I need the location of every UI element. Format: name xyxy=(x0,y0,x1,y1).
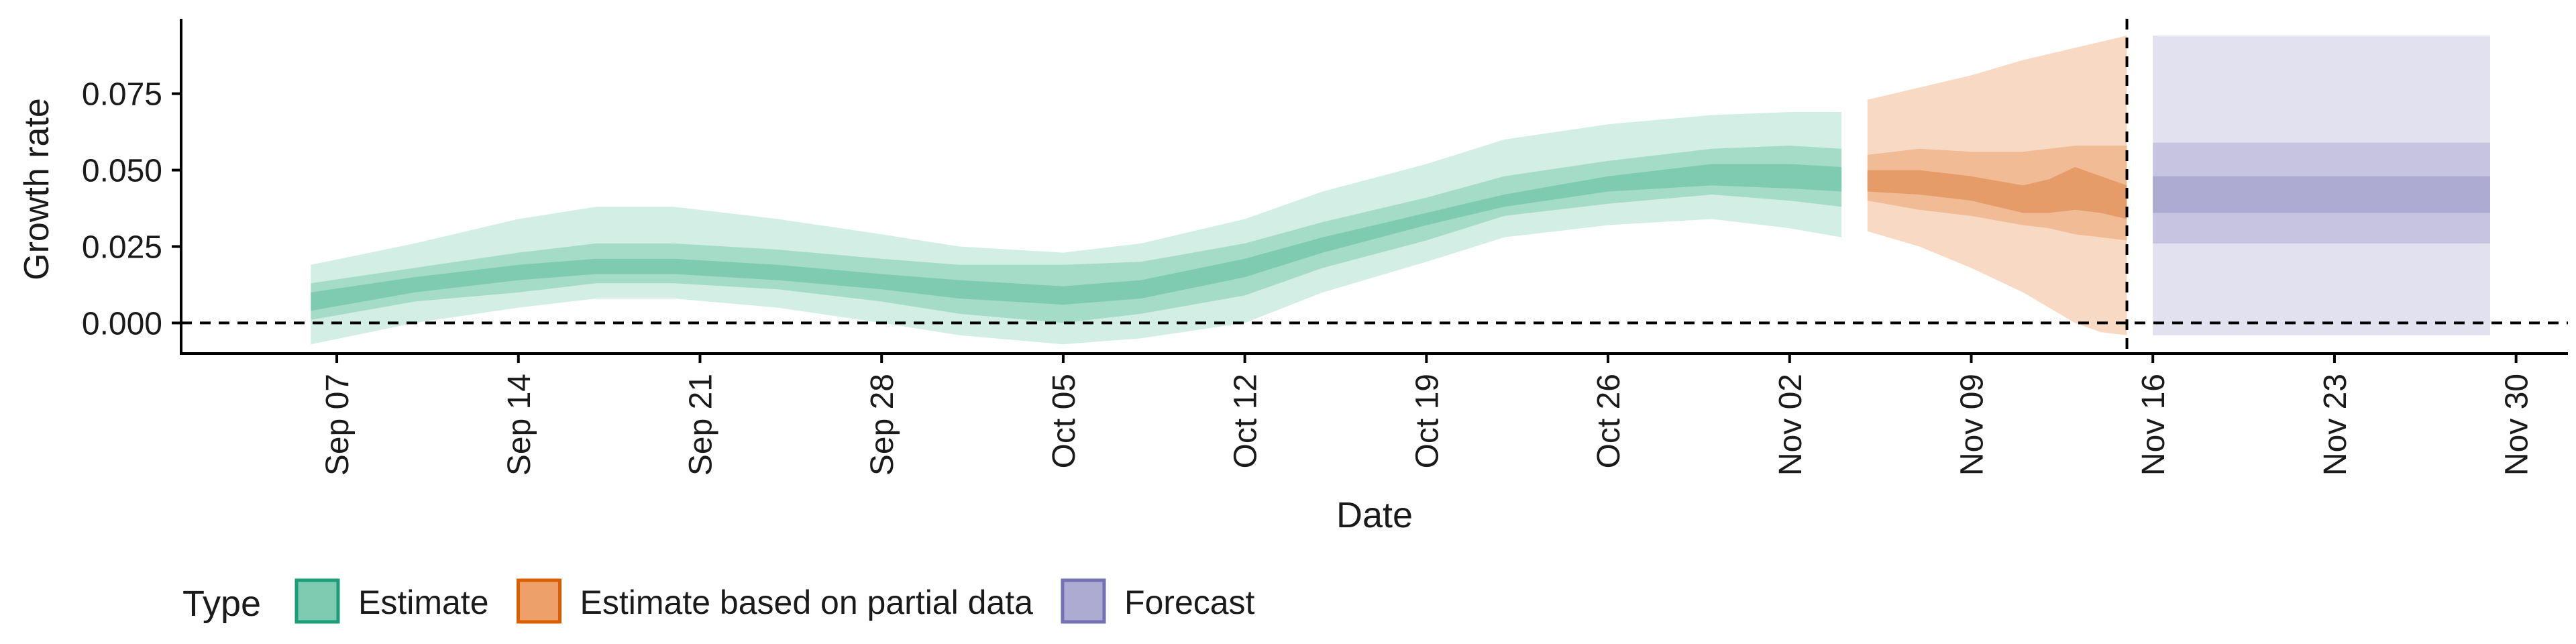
x-tick-label: Nov 09 xyxy=(1955,374,1990,476)
legend-title: Type xyxy=(182,584,261,624)
x-tick-label: Oct 26 xyxy=(1591,374,1627,468)
x-tick-label: Sep 14 xyxy=(502,374,537,476)
estimate-outer-band xyxy=(311,112,1842,345)
x-tick-label: Oct 19 xyxy=(1409,374,1445,468)
x-tick-label: Oct 12 xyxy=(1228,374,1264,468)
legend-label-forecast: Forecast xyxy=(1124,584,1255,621)
x-tick-label: Nov 23 xyxy=(2318,374,2353,476)
legend-label-estimate-based-on-partial-data: Estimate based on partial data xyxy=(580,584,1034,621)
reference-lines xyxy=(181,19,2568,354)
estimate-middle-band xyxy=(311,146,1842,323)
x-tick-label: Sep 21 xyxy=(684,374,719,476)
legend-swatch-estimate xyxy=(294,578,340,624)
estimate-inner-band xyxy=(311,164,1842,311)
y-ticks: 0.000 0.025 0.050 0.075 xyxy=(82,77,181,341)
legend-swatch-forecast xyxy=(1061,578,1106,624)
y-tick-label: 0.025 xyxy=(82,230,162,266)
legend: Type Estimate Estimate based on partial d… xyxy=(182,578,1255,624)
x-ticks: Sep 07 Sep 14 Sep 21 Sep 28 Oct 05 Oct 12 Oct … xyxy=(320,354,2535,476)
y-tick-label: 0.000 xyxy=(82,306,162,341)
x-tick-label: Nov 02 xyxy=(1773,374,1809,476)
forecast-inner-band xyxy=(2153,176,2490,213)
x-axis-title: Date xyxy=(1336,495,1413,535)
y-tick-label: 0.075 xyxy=(82,77,162,113)
legend-swatch-estimate-based-on-partial-data xyxy=(517,578,562,624)
ribbon-layer xyxy=(311,36,2490,345)
y-axis-title: Growth rate xyxy=(17,98,56,280)
x-tick-label: Sep 07 xyxy=(320,374,356,476)
axes xyxy=(180,19,2568,355)
x-tick-label: Sep 28 xyxy=(865,374,900,476)
x-tick-label: Oct 05 xyxy=(1046,374,1082,468)
y-tick-label: 0.050 xyxy=(82,154,162,189)
estimate-based-on-partial-data-inner-band xyxy=(1867,167,2127,219)
legend-label-estimate: Estimate xyxy=(358,584,489,621)
x-tick-label: Nov 30 xyxy=(2500,374,2535,476)
x-tick-label: Nov 16 xyxy=(2136,374,2171,476)
